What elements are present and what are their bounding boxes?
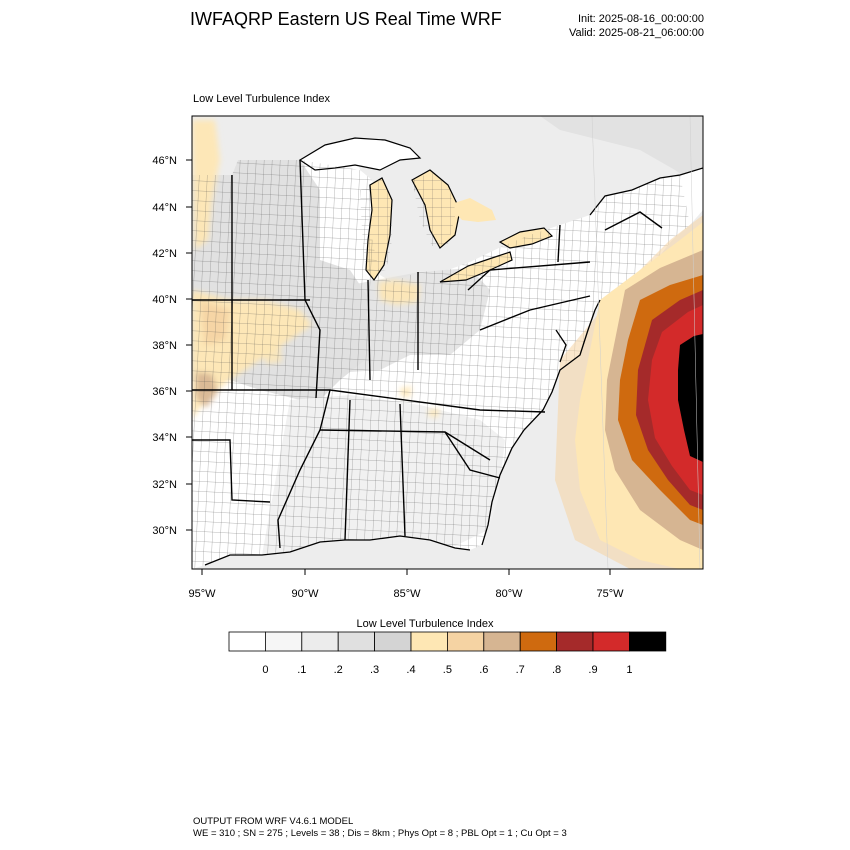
- longitude-ticks: [201, 569, 611, 575]
- lon-label-95: 95°W: [188, 588, 216, 600]
- colorbar: 0 .1 .2 .3 .4 .5 .6 .7 .8 .9 1: [228, 631, 667, 676]
- colorbar-title: Low Level Turbulence Index: [356, 618, 494, 630]
- lon-label-90: 90°W: [291, 588, 319, 600]
- colorbar-swatch: [483, 631, 521, 652]
- colorbar-tick-label: 0: [262, 664, 268, 676]
- map-frame: [191, 115, 704, 570]
- ocean-turbulence-shading: [555, 215, 703, 569]
- graticule-lines: [591, 116, 701, 569]
- colorbar-tick-label: .8: [552, 664, 561, 676]
- colorbar-tick-label: .5: [443, 664, 452, 676]
- lat-label-36: 36°N: [152, 386, 177, 398]
- lat-label-42: 42°N: [152, 248, 177, 260]
- map-subtitle: Low Level Turbulence Index: [193, 93, 330, 105]
- lon-label-80: 80°W: [495, 588, 523, 600]
- init-time: Init: 2025-08-16_00:00:00: [578, 13, 704, 25]
- colorbar-swatch: [519, 631, 558, 652]
- georgian-bay: [448, 198, 496, 222]
- colorbar-tick-label: .4: [406, 664, 415, 676]
- colorbar-tick-label: .3: [370, 664, 379, 676]
- lat-label-32: 32°N: [152, 479, 177, 491]
- map-plot-area: [192, 116, 703, 569]
- latitude-labels: 46°N 44°N 42°N 40°N 38°N 36°N 34°N 32°N …: [152, 155, 177, 537]
- colorbar-swatch: [410, 631, 448, 652]
- colorbar-swatch: [446, 631, 485, 652]
- footer-model-line: OUTPUT FROM WRF V4.6.1 MODEL: [193, 816, 354, 827]
- colorbar-swatch: [264, 631, 303, 652]
- valid-time: Valid: 2025-08-21_06:00:00: [569, 27, 704, 39]
- colorbar-tick-label: .2: [334, 664, 343, 676]
- lon-label-85: 85°W: [393, 588, 421, 600]
- lat-label-46: 46°N: [152, 155, 177, 167]
- latitude-ticks: [186, 159, 192, 531]
- canada-shaded-region: [540, 116, 703, 190]
- lat-label-44: 44°N: [152, 202, 177, 214]
- colorbar-swatch: [592, 631, 630, 652]
- colorbar-swatch: [556, 631, 594, 652]
- lat-label-34: 34°N: [152, 432, 177, 444]
- colorbar-swatch: [228, 631, 266, 652]
- colorbar-swatch: [337, 631, 376, 652]
- colorbar-swatch: [301, 631, 339, 652]
- colorbar-tick-label: .9: [588, 664, 597, 676]
- colorbar-tick-label: .6: [479, 664, 488, 676]
- state-boundaries: [192, 159, 663, 549]
- colorbar-swatch: [374, 631, 412, 652]
- colorbar-tick-label: .1: [297, 664, 306, 676]
- coastlines: [204, 167, 703, 566]
- lat-label-38: 38°N: [152, 340, 177, 352]
- footer-config-line: WE = 310 ; SN = 275 ; Levels = 38 ; Dis …: [193, 828, 567, 839]
- colorbar-tick-label: 1: [626, 664, 632, 676]
- chart-title: IWFAQRP Eastern US Real Time WRF: [190, 9, 502, 29]
- longitude-labels: 95°W 90°W 85°W 80°W 75°W: [188, 588, 624, 600]
- colorbar-tick-label: .7: [516, 664, 525, 676]
- colorbar-swatch: [629, 631, 667, 652]
- lat-label-30: 30°N: [152, 525, 177, 537]
- county-boundaries: [192, 160, 690, 569]
- lon-label-75: 75°W: [596, 588, 624, 600]
- lat-label-40: 40°N: [152, 294, 177, 306]
